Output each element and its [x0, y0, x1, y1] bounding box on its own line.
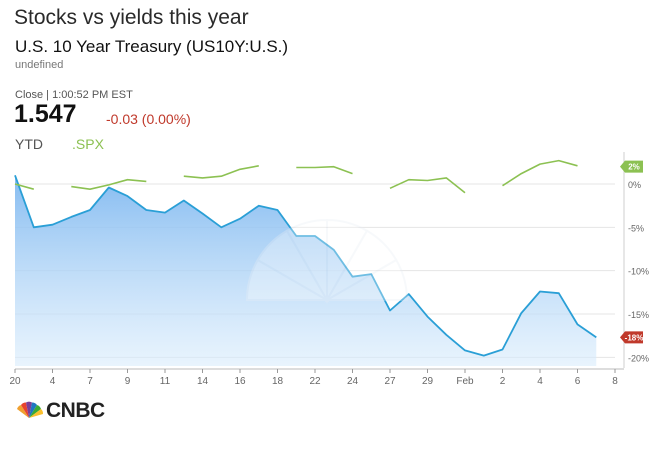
x-tick-label: 2: [500, 376, 506, 387]
peacock-watermark-icon: [245, 218, 409, 304]
instrument-note: undefined: [15, 59, 64, 71]
ytd-label[interactable]: YTD: [15, 136, 43, 152]
spx-end-label-shape: [620, 160, 643, 173]
y-tick-label: 0%: [628, 180, 641, 190]
x-tick-label: 27: [384, 376, 396, 387]
watermark-feather: [285, 218, 328, 304]
spx-line-segment: [389, 177, 466, 194]
spx-line: [14, 159, 578, 194]
spx-line-segment: [71, 178, 147, 190]
spx-line-segment: [183, 165, 259, 179]
x-tick-label: 16: [234, 376, 246, 387]
watermark-feather: [324, 229, 398, 303]
axes: 0%-5%-10%-15%-20%20 4 7 9 11 14 16 18 22 24 27 29 Fe…: [9, 152, 649, 387]
spx-comparison-label[interactable]: .SPX: [72, 136, 104, 152]
spx-line-segment: [296, 165, 353, 175]
watermark-feather: [256, 229, 330, 303]
instrument-name: U.S. 10 Year Treasury (US10Y:U.S.): [15, 37, 289, 56]
brand-logo: CNBC: [46, 399, 105, 422]
x-tick-label: 20: [9, 376, 21, 387]
x-tick-label: 4: [537, 376, 543, 387]
y-tick-label: -10%: [628, 267, 649, 277]
peacock-logo-icon: [17, 401, 44, 418]
watermark-feather: [326, 218, 369, 304]
page-title: Stocks vs yields this year: [14, 6, 249, 29]
x-tick-label: 6: [575, 376, 581, 387]
end-labels: 2% -18%: [620, 160, 644, 344]
price-change: -0.03 (0.00%): [106, 111, 191, 127]
x-tick-label: 7: [87, 376, 93, 387]
spx-end-label: 2%: [620, 160, 643, 173]
x-tick-label: 4: [50, 376, 56, 387]
treasury-line: [14, 175, 597, 357]
spx-end-label-text: 2%: [628, 163, 640, 172]
chart: 0%-5%-10%-15%-20%20 4 7 9 11 14 16 18 22 24 27 29 Fe…: [9, 152, 649, 387]
watermark-feather: [323, 258, 409, 301]
treasury-area-fill: [15, 175, 597, 366]
spx-line-segment: [14, 183, 35, 190]
treasury-area: [14, 175, 597, 366]
x-tick-label: 29: [422, 376, 434, 387]
x-tick-label: 11: [160, 376, 171, 387]
y-tick-label: -20%: [628, 353, 649, 363]
y-tick-label: -15%: [628, 310, 649, 320]
x-tick-label: 18: [272, 376, 284, 387]
close-time: Close | 1:00:52 PM EST: [15, 89, 133, 101]
x-tick-label: 22: [309, 376, 321, 387]
x-tick-label: 9: [125, 376, 131, 387]
y-tick-label: -5%: [628, 223, 644, 233]
last-price: 1.547: [14, 100, 77, 128]
x-tick-label: 24: [347, 376, 359, 387]
treasury-end-label-text: -18%: [625, 333, 644, 342]
x-tick-label: Feb: [456, 376, 474, 387]
watermark-feather: [245, 258, 331, 301]
spx-line-segment: [502, 159, 578, 187]
x-tick-label: 14: [197, 376, 209, 387]
x-tick-label: 8: [612, 376, 618, 387]
treasury-end-label-shape: [620, 331, 643, 344]
treasury-end-label: -18%: [620, 331, 644, 344]
